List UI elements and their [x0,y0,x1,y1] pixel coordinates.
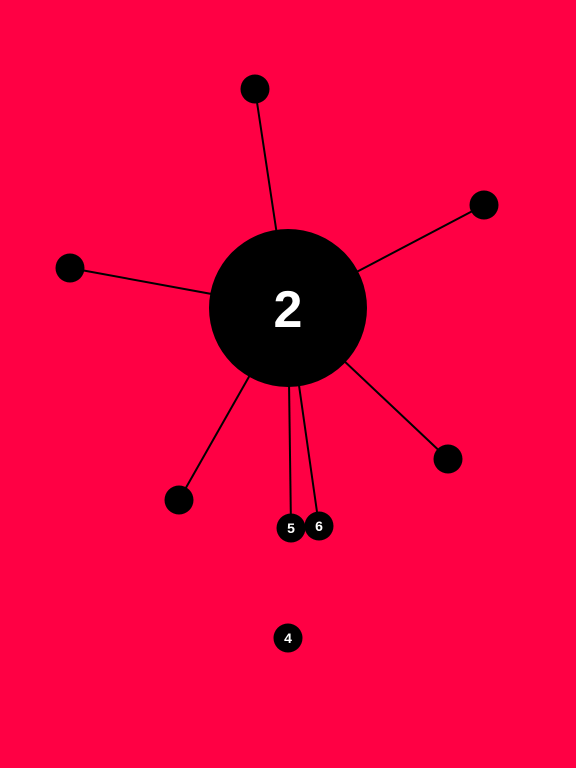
pin-ball [276,513,306,543]
level-number: 2 [274,281,303,339]
pin-number-label: 5 [287,520,295,536]
queued-pin-number: 4 [284,630,292,646]
pin-ball [164,485,194,515]
pin-number-label: 6 [315,518,323,534]
pin-ball [469,190,499,220]
center-core [209,229,367,387]
pin-ball [55,253,85,283]
pin-ball [433,444,463,474]
queued-pin-ball [273,623,303,653]
queued-pins: 4 [273,623,303,653]
pin-ball [240,74,270,104]
pin-ball [304,511,334,541]
